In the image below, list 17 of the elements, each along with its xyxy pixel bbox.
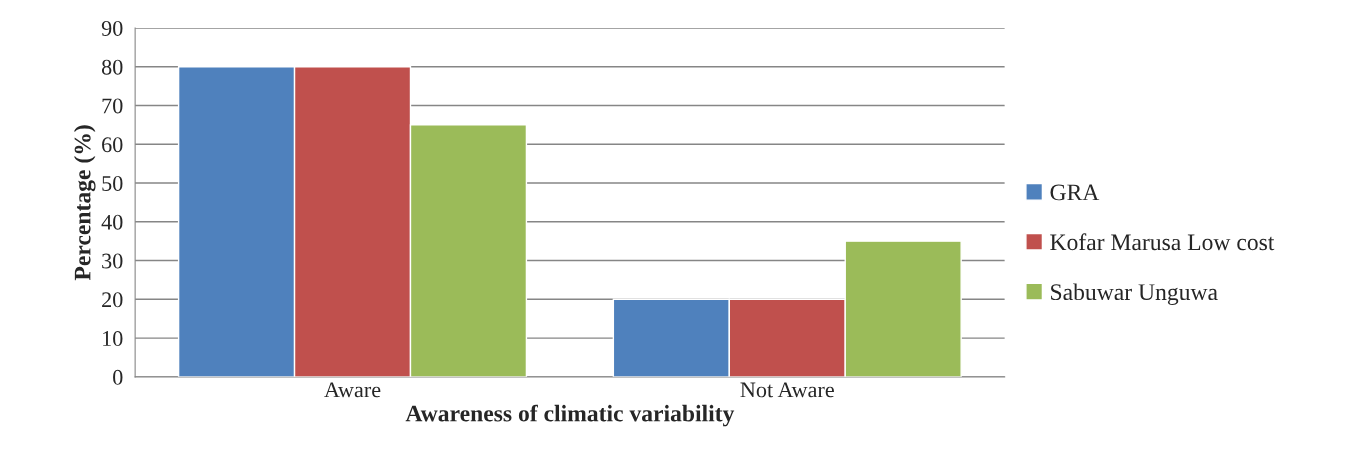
y-tick-label: 90 <box>101 20 123 36</box>
y-tick-label: 20 <box>102 292 123 308</box>
y-tick-label: 0 <box>113 369 123 385</box>
x-axis-title: Awareness of climatic variability <box>405 404 735 427</box>
legend-label: Kofar Marusa Low cost <box>1050 233 1275 251</box>
y-tick-label: 80 <box>101 59 123 75</box>
y-tick-label: 30 <box>102 253 123 269</box>
y-tick-label: 50 <box>102 175 123 191</box>
y-tick-label: 40 <box>101 214 123 230</box>
y-tick-label: 10 <box>103 331 123 347</box>
legend-label: Sabuwar Unguwa <box>1051 283 1218 305</box>
x-tick-label: Not Aware <box>740 382 834 398</box>
y-tick-label: 70 <box>102 98 123 114</box>
legend-label: GRA <box>1050 184 1100 201</box>
x-tick-label: Aware <box>324 382 381 398</box>
y-axis-title: Percentage (%) <box>73 125 96 281</box>
y-tick-label: 60 <box>102 137 123 153</box>
